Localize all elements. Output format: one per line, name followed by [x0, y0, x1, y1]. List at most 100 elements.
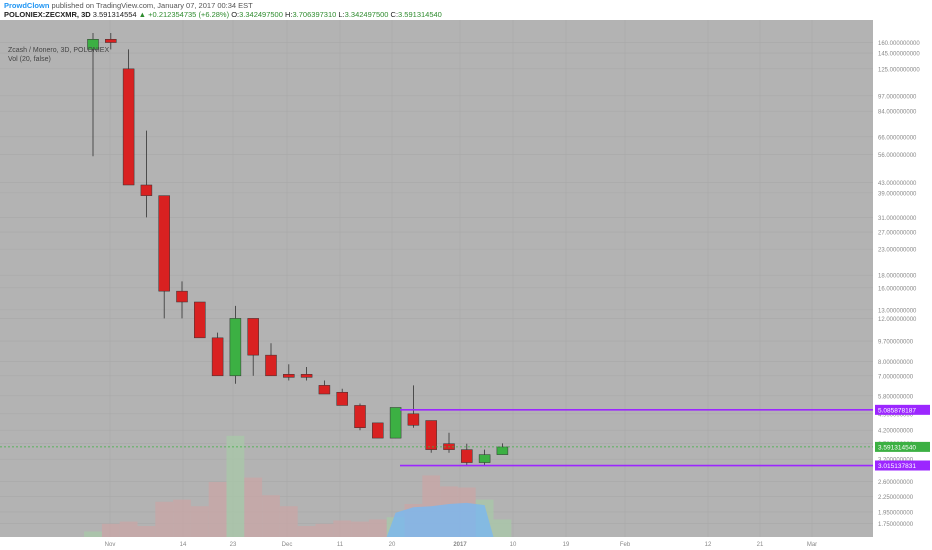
symbol-label: POLONIEX:ZECXMR, 3D	[4, 10, 91, 19]
chart-legend: Zcash / Monero, 3D, POLONIEX Vol (20, fa…	[8, 46, 109, 64]
candle-body[interactable]	[372, 422, 384, 439]
candle-body[interactable]	[229, 318, 242, 377]
y-tick-label: 2.250000000	[878, 495, 914, 501]
x-tick-label: Nov	[105, 542, 116, 548]
candle-body[interactable]	[247, 318, 259, 356]
current-price-tag	[875, 441, 930, 452]
volume-bar	[262, 495, 280, 537]
candle-body[interactable]	[496, 446, 509, 455]
level-price-label: 3.015137831	[878, 463, 916, 470]
y-tick-label: 43.000000000	[878, 181, 917, 187]
y-tick-label: 4.200000000	[878, 429, 914, 435]
volume-bar	[493, 519, 512, 537]
volume-ma-area	[386, 502, 494, 537]
volume-bar	[173, 499, 191, 537]
x-tick-label: 2017	[453, 542, 467, 548]
y-tick-label: 4.900000000	[878, 412, 914, 418]
y-tick-label: 31.000000000	[878, 216, 917, 222]
chart-area[interactable]: 160.000000000 145.000000000 125.000000000 9…	[0, 20, 932, 550]
y-tick-label: 97.000000000	[878, 94, 917, 100]
y-tick-label: 1.950000000	[878, 510, 914, 516]
x-tick-label: Feb	[620, 542, 631, 548]
x-tick-label: 23	[230, 542, 237, 548]
volume-bar	[119, 521, 138, 537]
x-tick-label: Mar	[807, 542, 817, 548]
x-tick-label: 10	[510, 542, 517, 548]
candle-body[interactable]	[478, 454, 491, 463]
candle-body[interactable]	[336, 391, 348, 406]
volume-bar	[155, 501, 174, 537]
volume-bar	[190, 506, 209, 537]
volume-bar	[101, 523, 120, 537]
volume-bar	[84, 531, 102, 537]
x-tick-label: Dec	[282, 542, 293, 548]
time-axis	[0, 537, 932, 550]
level-price-tag	[875, 460, 930, 471]
ohlc-line: POLONIEX:ZECXMR, 3D 3.591314554 ▲ +0.212…	[4, 10, 928, 19]
open-label: O:	[231, 10, 240, 19]
x-tick-label: 12	[705, 542, 712, 548]
publish-line: ProwdClown published on TradingView.com,…	[4, 1, 928, 10]
candle-body[interactable]	[300, 374, 313, 378]
x-tick-label: 19	[563, 542, 570, 548]
y-tick-label: 2.600000000	[878, 480, 914, 486]
y-tick-label: 160.000000000	[878, 41, 920, 47]
volume-bar	[297, 526, 316, 537]
y-tick-label: 12.000000000	[878, 317, 917, 323]
author-name[interactable]: ProwdClown	[4, 1, 50, 10]
candle-body[interactable]	[87, 39, 99, 50]
y-tick-label: 7.000000000	[878, 374, 914, 380]
plot-background	[0, 20, 873, 537]
level-price-tag	[875, 404, 930, 415]
legend-title: Zcash / Monero, 3D, POLONIEX	[8, 47, 110, 54]
candle-body[interactable]	[194, 301, 206, 339]
open-value: 3.342497500	[239, 10, 283, 19]
y-tick-label: 16.000000000	[878, 286, 917, 292]
volume-bar	[226, 435, 245, 537]
candle-body[interactable]	[407, 413, 420, 426]
low-label: L:	[338, 10, 345, 19]
volume-bar	[351, 521, 369, 537]
y-tick-label: 125.000000000	[878, 67, 920, 73]
current-price-label: 3.591314540	[878, 444, 916, 451]
candle-body[interactable]	[211, 337, 224, 377]
x-tick-label: 21	[757, 542, 764, 548]
y-tick-label: 27.000000000	[878, 231, 917, 237]
chart-header: ProwdClown published on TradingView.com,…	[0, 0, 932, 20]
candle-body[interactable]	[158, 195, 170, 292]
legend-volume: Vol (20, false)	[8, 56, 51, 63]
last-price: 3.591314554	[92, 10, 137, 19]
y-tick-label: 66.000000000	[878, 135, 917, 141]
candle-body[interactable]	[461, 449, 473, 463]
y-tick-label: 18.000000000	[878, 274, 917, 280]
candle-body[interactable]	[425, 420, 437, 450]
x-tick-label: 11	[337, 542, 344, 548]
close-label: C:	[390, 10, 399, 19]
candlestick-chart[interactable]: 160.000000000 145.000000000 125.000000000 9…	[0, 20, 932, 550]
y-tick-label: 56.000000000	[878, 153, 917, 159]
y-tick-label: 84.000000000	[878, 110, 917, 116]
y-tick-label: 145.000000000	[878, 52, 920, 58]
candle-body[interactable]	[122, 68, 135, 186]
candle-body[interactable]	[105, 39, 117, 43]
price-change: ▲ +0.212354735 (+6.28%)	[138, 10, 230, 19]
candle-body[interactable]	[283, 374, 295, 378]
low-value: 3.342497500	[344, 10, 389, 19]
x-tick-label: 14	[180, 542, 187, 548]
close-value: 3.591314540	[398, 10, 442, 19]
y-tick-label: 9.700000000	[878, 340, 914, 346]
volume-bar	[279, 506, 298, 537]
publish-info: published on TradingView.com, January 07…	[51, 1, 253, 10]
y-tick-label: 23.000000000	[878, 248, 917, 254]
candle-body[interactable]	[265, 354, 277, 377]
volume-bar	[368, 519, 387, 537]
x-tick-label: 20	[389, 542, 396, 548]
candle-body[interactable]	[318, 385, 331, 395]
candle-body[interactable]	[176, 290, 188, 303]
candle-body[interactable]	[389, 407, 402, 439]
y-tick-label: 1.750000000	[878, 522, 914, 528]
candle-body[interactable]	[354, 405, 366, 428]
volume-bar	[208, 482, 227, 537]
volume-bar	[315, 523, 334, 537]
candle-body[interactable]	[140, 184, 153, 196]
